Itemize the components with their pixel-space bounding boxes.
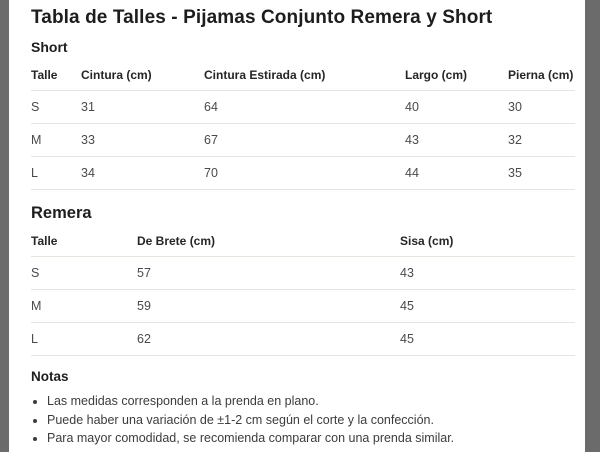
remera-size-table: Talle De Brete (cm) Sisa (cm) S 57 43 M 59 45 L 62… <box>31 226 575 356</box>
column-header: Pierna (cm) <box>508 60 575 91</box>
table-cell: 43 <box>400 256 575 290</box>
table-row: M 59 45 <box>31 289 575 323</box>
table-cell: 34 <box>81 156 204 190</box>
table-cell: 44 <box>405 156 508 190</box>
note-item: Las medidas corresponden a la prenda en … <box>47 392 575 411</box>
note-item: Puede haber una variación de ±1-2 cm seg… <box>47 411 575 430</box>
table-row: M 33 67 43 32 <box>31 123 575 157</box>
table-cell: S <box>31 256 137 290</box>
table-row: S 57 43 <box>31 256 575 290</box>
header-row: Talle De Brete (cm) Sisa (cm) <box>31 226 575 257</box>
table-cell: 32 <box>508 123 575 157</box>
column-header: Talle <box>31 226 137 257</box>
table-row: L 34 70 44 35 <box>31 156 575 190</box>
table-cell: 62 <box>137 322 400 356</box>
table-cell: L <box>31 322 137 356</box>
column-header: De Brete (cm) <box>137 226 400 257</box>
column-header: Largo (cm) <box>405 60 508 91</box>
short-size-table: Talle Cintura (cm) Cintura Estirada (cm) La… <box>31 60 575 190</box>
remera-section-heading: Remera <box>31 203 92 222</box>
table-cell: 64 <box>204 90 405 124</box>
table-cell: S <box>31 90 81 124</box>
column-header: Cintura (cm) <box>81 60 204 91</box>
table-cell: 30 <box>508 90 575 124</box>
table-cell: 57 <box>137 256 400 290</box>
header-row: Talle Cintura (cm) Cintura Estirada (cm) La… <box>31 60 575 91</box>
table-cell: M <box>31 123 81 157</box>
short-section-heading: Short <box>31 39 68 55</box>
table-cell: 45 <box>400 322 575 356</box>
table-row: L 62 45 <box>31 322 575 356</box>
table-cell: L <box>31 156 81 190</box>
table-row: S 31 64 40 30 <box>31 90 575 124</box>
notes-list: Las medidas corresponden a la prenda en … <box>31 392 575 448</box>
column-header: Sisa (cm) <box>400 226 575 257</box>
table-cell: 40 <box>405 90 508 124</box>
table-cell: 35 <box>508 156 575 190</box>
table-cell: 33 <box>81 123 204 157</box>
right-edge-bar <box>585 0 600 452</box>
table-cell: M <box>31 289 137 323</box>
note-item: Para mayor comodidad, se recomienda comp… <box>47 429 575 448</box>
notes-heading: Notas <box>31 369 69 384</box>
page-title: Tabla de Talles - Pijamas Conjunto Remer… <box>31 7 493 28</box>
left-edge-bar <box>0 0 9 452</box>
table-cell: 59 <box>137 289 400 323</box>
size-chart-page: Tabla de Talles - Pijamas Conjunto Remer… <box>31 0 575 448</box>
table-cell: 70 <box>204 156 405 190</box>
table-cell: 31 <box>81 90 204 124</box>
column-header: Talle <box>31 60 81 91</box>
table-cell: 43 <box>405 123 508 157</box>
column-header: Cintura Estirada (cm) <box>204 60 405 91</box>
table-cell: 45 <box>400 289 575 323</box>
table-cell: 67 <box>204 123 405 157</box>
